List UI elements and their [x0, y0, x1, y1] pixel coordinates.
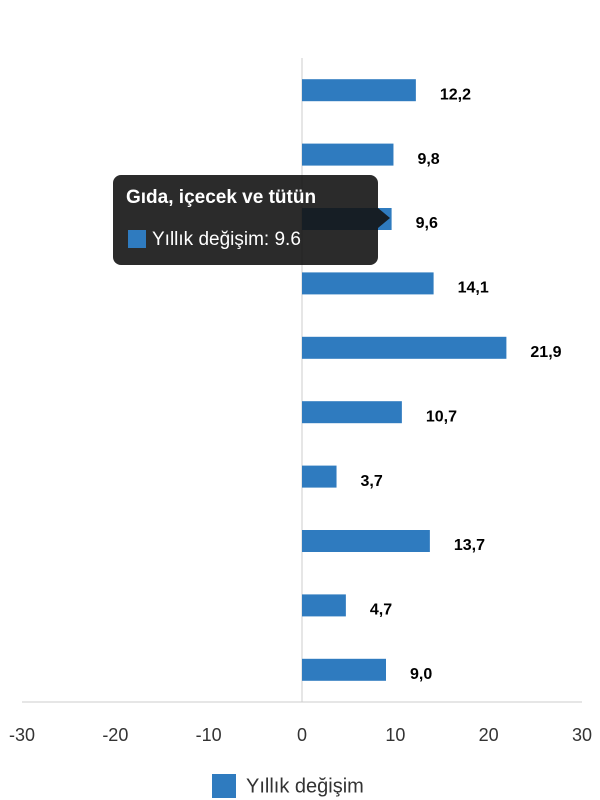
bar: [302, 465, 337, 488]
bar: [302, 336, 507, 359]
legend-swatch: [212, 774, 236, 798]
data-label: 3,7: [361, 473, 383, 490]
x-tick-label: 20: [479, 725, 499, 745]
bar: [302, 272, 434, 295]
data-label: 9,8: [417, 151, 439, 168]
bar: [302, 594, 346, 617]
tooltip-box: [113, 175, 378, 265]
bar: [302, 401, 402, 424]
data-label: 13,7: [454, 537, 485, 554]
tooltip-title: Gıda, içecek ve tütün: [126, 187, 316, 208]
data-label: 9,0: [410, 666, 432, 683]
x-tick-label: 30: [572, 725, 592, 745]
bar: [302, 143, 394, 166]
x-tick-label: -20: [102, 725, 128, 745]
x-tick-label: 10: [385, 725, 405, 745]
x-tick-label: -30: [9, 725, 35, 745]
bar: [302, 658, 386, 681]
tooltip-swatch: [128, 230, 146, 248]
tooltip: Gıda, içecek ve tütün Yıllık değişim: 9.6: [113, 175, 390, 265]
legend-label: Yıllık değişim: [246, 775, 364, 797]
x-tick-label: 0: [297, 725, 307, 745]
x-tick-label: -10: [196, 725, 222, 745]
tooltip-arrow: [378, 208, 390, 228]
tooltip-text: Yıllık değişim: 9.6: [152, 229, 301, 250]
data-label: 14,1: [458, 280, 489, 297]
bar: [302, 79, 416, 102]
data-label: 9,6: [416, 215, 438, 232]
data-label: 12,2: [440, 86, 471, 103]
bar: [302, 530, 430, 552]
data-label: 21,9: [530, 344, 561, 361]
data-label: 4,7: [370, 602, 392, 619]
data-label: 10,7: [426, 408, 457, 425]
